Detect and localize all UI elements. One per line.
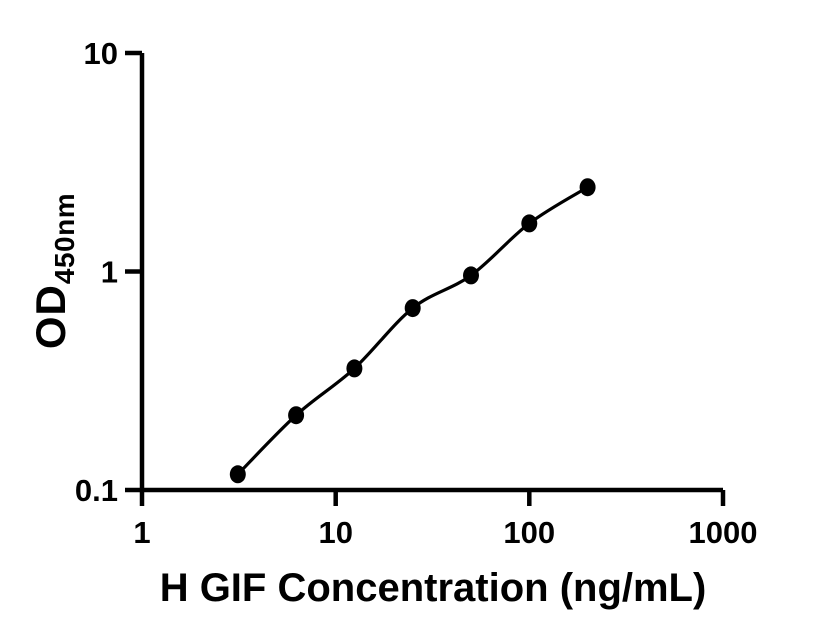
x-tick-label: 1 <box>133 515 150 550</box>
fit-curve <box>236 185 589 476</box>
data-point <box>404 299 421 318</box>
x-tick-label: 100 <box>503 515 555 550</box>
data-point <box>579 178 596 197</box>
axis-spines <box>139 53 723 493</box>
y-tick-label: 0.1 <box>75 473 118 508</box>
y-axis-title-sub: 450nm <box>49 192 80 285</box>
data-point <box>229 465 246 484</box>
data-point <box>288 406 305 425</box>
y-tick-label: 1 <box>101 255 118 290</box>
x-axis-title: H GIF Concentration (ng/mL) <box>160 566 707 610</box>
x-tick-label: 1000 <box>689 515 758 550</box>
y-tick-label: 10 <box>84 36 118 71</box>
data-point <box>521 214 538 233</box>
y-axis-title-main: OD <box>27 284 74 350</box>
data-point <box>463 266 479 285</box>
x-tick-label: 10 <box>318 515 352 550</box>
y-axis-title: OD450nm <box>21 51 81 491</box>
data-point <box>346 359 363 378</box>
